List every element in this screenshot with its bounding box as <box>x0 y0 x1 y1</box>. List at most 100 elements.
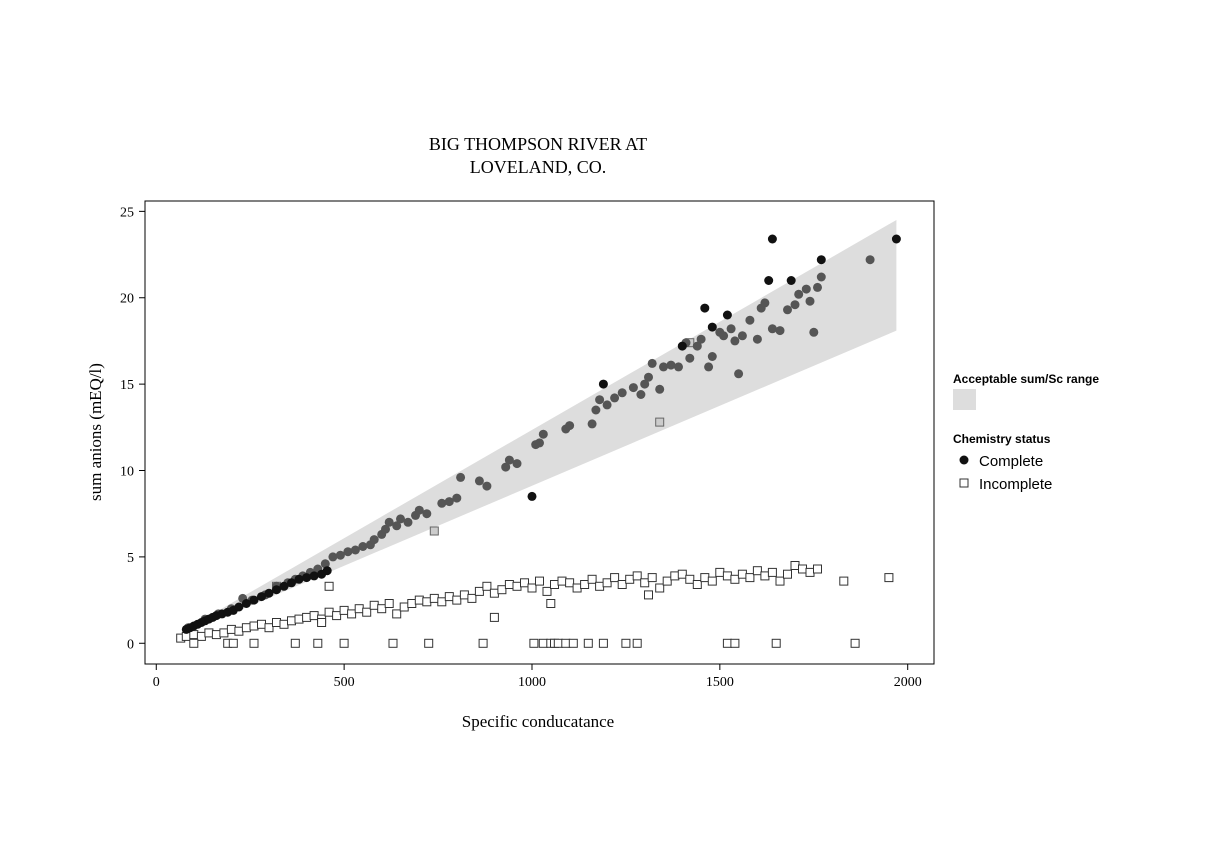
complete-point <box>384 517 394 527</box>
incomplete-point <box>771 638 781 648</box>
incomplete-point <box>722 571 732 581</box>
incomplete-point <box>553 638 563 648</box>
complete-point <box>816 272 826 282</box>
x-axis-label: Specific conducatance <box>462 712 614 731</box>
complete-point <box>350 545 360 555</box>
complete-point <box>730 336 740 346</box>
complete-point <box>805 296 815 306</box>
complete-point <box>655 384 665 394</box>
incomplete-point <box>662 576 672 586</box>
complete-point <box>636 390 646 399</box>
complete-point <box>456 472 466 482</box>
incomplete-point <box>302 612 312 622</box>
incomplete-point <box>489 612 499 622</box>
incomplete-point <box>228 638 238 648</box>
incomplete-point <box>655 583 665 593</box>
complete-point <box>422 509 432 519</box>
complete-point <box>504 455 514 465</box>
incomplete-point <box>339 638 349 648</box>
incomplete-point <box>572 583 582 593</box>
incomplete-point <box>478 638 488 648</box>
incomplete-point <box>598 638 608 648</box>
incomplete-point <box>685 574 695 584</box>
incomplete-point <box>226 624 236 634</box>
complete-point <box>813 282 822 292</box>
complete-point <box>801 284 811 294</box>
complete-point <box>512 459 522 469</box>
incomplete-point <box>317 618 327 627</box>
acceptable-range-band-layer <box>182 220 897 635</box>
incomplete-point <box>775 576 785 586</box>
complete-point <box>595 395 605 405</box>
complete-point <box>414 505 424 515</box>
complete-point <box>707 352 717 361</box>
incomplete-point <box>313 638 323 648</box>
complete-point <box>726 324 736 334</box>
legend-complete-label: Complete <box>979 453 1043 470</box>
x-tick-label: 1500 <box>706 675 734 690</box>
incomplete-point <box>452 595 462 605</box>
incomplete-point <box>670 571 680 581</box>
complete-point <box>249 595 259 605</box>
incomplete-point <box>546 599 556 608</box>
incomplete-point <box>474 586 484 596</box>
complete-point <box>647 358 657 368</box>
complete-point <box>591 405 601 415</box>
complete-point <box>279 581 289 591</box>
incomplete-point <box>730 574 740 584</box>
complete-point <box>685 353 695 363</box>
complete-point <box>403 517 413 527</box>
x-tick-label: 1000 <box>518 675 546 690</box>
incomplete-point <box>655 417 665 427</box>
incomplete-point <box>392 609 402 619</box>
complete-point <box>865 255 875 265</box>
plot-area <box>144 200 935 665</box>
complete-point <box>610 393 620 403</box>
incomplete-point <box>294 614 304 624</box>
complete-point <box>767 324 777 334</box>
incomplete-point <box>715 567 725 577</box>
complete-point <box>696 334 706 344</box>
chart-title-line-2: LOVELAND, CO. <box>470 157 607 177</box>
complete-point <box>328 552 338 562</box>
incomplete-point <box>737 569 747 579</box>
complete-point <box>302 573 312 583</box>
incomplete-point <box>399 602 409 612</box>
complete-point <box>392 521 402 531</box>
incomplete-point <box>196 631 206 641</box>
incomplete-point <box>241 623 251 633</box>
y-tick-label: 15 <box>120 378 134 393</box>
incomplete-point <box>377 604 387 614</box>
incomplete-point <box>204 628 214 638</box>
incomplete-point <box>407 599 417 608</box>
incomplete-point <box>621 638 631 648</box>
incomplete-point <box>550 580 559 589</box>
incomplete-point <box>783 569 792 579</box>
incomplete-point <box>805 567 815 577</box>
complete-point <box>674 362 683 372</box>
complete-point <box>396 514 405 524</box>
complete-point <box>294 574 304 584</box>
incomplete-point <box>644 590 653 600</box>
legend-incomplete-marker <box>959 478 969 488</box>
incomplete-point <box>790 561 800 570</box>
incomplete-point <box>459 590 469 600</box>
incomplete-point <box>580 580 590 589</box>
complete-point <box>737 331 747 341</box>
incomplete-point <box>339 605 349 615</box>
incomplete-point <box>798 564 807 574</box>
complete-point <box>474 476 484 486</box>
incomplete-point <box>632 571 642 581</box>
incomplete-point <box>332 611 342 621</box>
complete-point <box>444 497 454 507</box>
complete-point <box>666 360 676 370</box>
complete-point <box>692 341 702 351</box>
complete-point <box>538 429 548 439</box>
complete-point <box>786 276 796 285</box>
incomplete-point <box>520 578 529 588</box>
complete-point <box>264 588 274 598</box>
x-tick-label: 500 <box>334 675 355 690</box>
complete-point <box>640 379 650 389</box>
y-axis-ticks: 0 5 10 15 20 25 <box>120 205 145 652</box>
incomplete-point <box>324 581 334 591</box>
